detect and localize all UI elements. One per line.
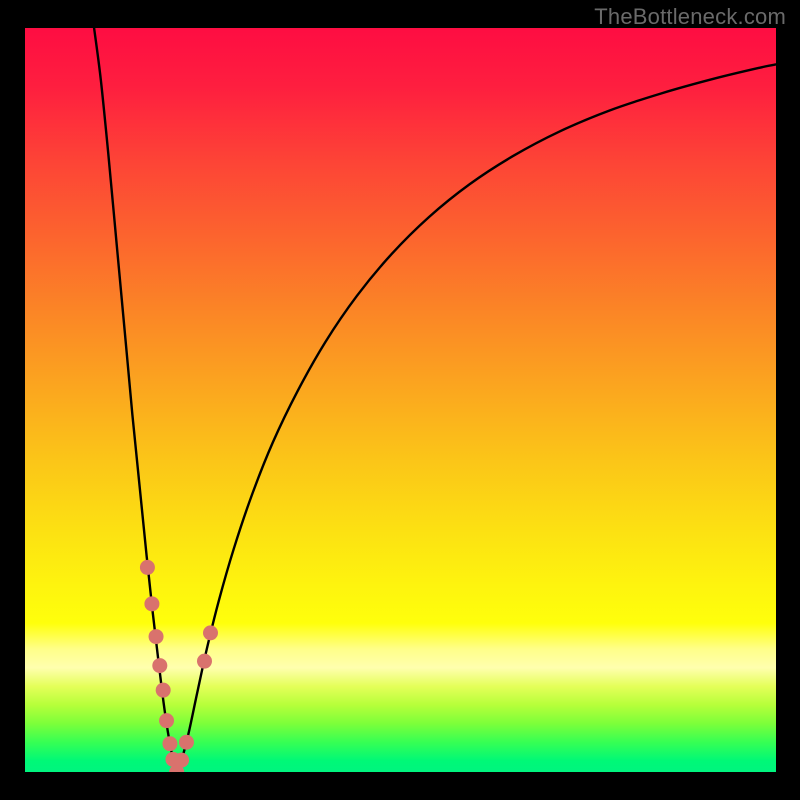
scatter-point <box>156 683 171 698</box>
plot-area <box>25 28 776 772</box>
gradient-background <box>25 28 776 772</box>
scatter-point <box>179 735 194 750</box>
scatter-point <box>197 654 212 669</box>
scatter-point <box>144 596 159 611</box>
watermark-text: TheBottleneck.com <box>594 4 786 30</box>
scatter-point <box>162 736 177 751</box>
chart-container: { "watermark": { "text": "TheBottleneck.… <box>0 0 800 800</box>
scatter-point <box>174 753 189 768</box>
scatter-point <box>203 625 218 640</box>
scatter-point <box>159 713 174 728</box>
scatter-point <box>149 629 164 644</box>
scatter-point <box>152 658 167 673</box>
scatter-point <box>140 560 155 575</box>
chart-svg <box>25 28 776 772</box>
